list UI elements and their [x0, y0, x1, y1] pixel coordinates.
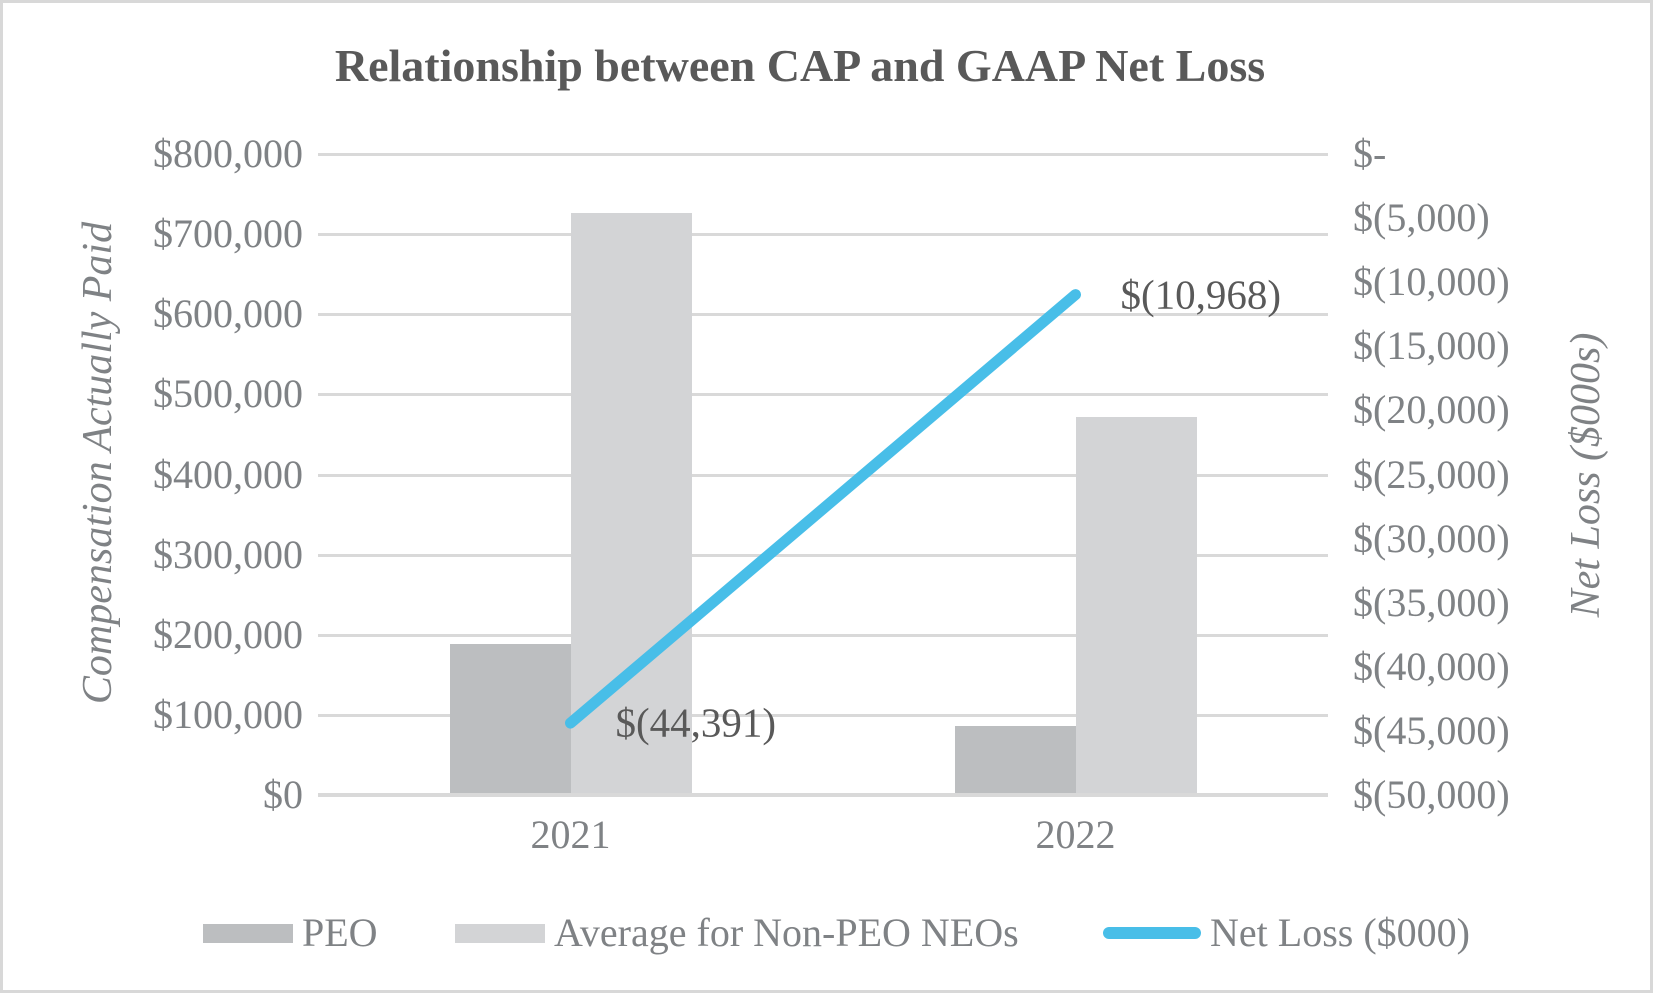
right-axis-tick: $(40,000)	[1353, 643, 1510, 689]
right-axis-tick: $(50,000)	[1353, 772, 1510, 817]
legend-item-net-loss: Net Loss ($000)	[1103, 911, 1470, 955]
plot-area	[318, 153, 1328, 797]
legend-swatch-nonpeo	[455, 923, 545, 943]
bar-peo-2021	[449, 644, 571, 795]
left-axis-tick: $100,000	[153, 691, 303, 737]
left-axis-tick: $700,000	[153, 211, 303, 257]
left-axis-tick: $200,000	[153, 611, 303, 657]
line-data-label-2022: $(10,968)	[1120, 271, 1282, 318]
legend-item-peo: PEO	[203, 911, 378, 955]
right-axis-tick: $-	[1353, 131, 1387, 176]
bar-peo-2022	[954, 726, 1076, 795]
x-axis-label-2022: 2022	[1035, 812, 1116, 857]
right-axis-tick: $(45,000)	[1353, 707, 1510, 753]
x-axis-line	[318, 793, 1328, 796]
right-axis-tick: $(30,000)	[1353, 515, 1510, 561]
legend-swatch-peo	[203, 923, 293, 943]
left-axis-tick: $500,000	[153, 371, 303, 417]
gridline	[318, 393, 1328, 397]
legend-label-nonpeo: Average for Non-PEO NEOs	[554, 910, 1019, 955]
chart-title: Relationship between CAP and GAAP Net Lo…	[334, 40, 1266, 91]
bar-nonpeo-2022	[1075, 416, 1197, 795]
gridline	[318, 713, 1328, 717]
right-axis-title: Net Loss ($000s)	[1563, 332, 1609, 618]
right-axis-tick: $(35,000)	[1353, 579, 1510, 625]
left-axis-tick: $400,000	[153, 451, 303, 497]
left-axis-tick: $300,000	[153, 531, 303, 577]
right-axis-tick: $(20,000)	[1353, 387, 1510, 433]
legend-label-net-loss: Net Loss ($000)	[1210, 910, 1470, 955]
left-axis-tick: $0	[263, 772, 303, 817]
gridline	[318, 633, 1328, 637]
bar-nonpeo-2021	[570, 213, 692, 795]
line-data-label-2021: $(44,391)	[615, 699, 777, 746]
right-axis-tick: $(5,000)	[1353, 195, 1490, 241]
right-axis-tick: $(15,000)	[1353, 323, 1510, 369]
legend: PEO Average for Non-PEO NEOs Net Loss ($00…	[3, 911, 1650, 955]
left-axis-tick: $800,000	[153, 131, 303, 176]
legend-item-nonpeo: Average for Non-PEO NEOs	[455, 911, 1019, 955]
gridline	[318, 553, 1328, 557]
net-loss-line	[565, 289, 1081, 729]
x-axis-label-2021: 2021	[530, 812, 611, 857]
right-axis-tick: $(10,000)	[1353, 259, 1510, 305]
gridline	[318, 473, 1328, 477]
gridline	[318, 233, 1328, 237]
gridline	[318, 313, 1328, 317]
legend-swatch-net-loss	[1103, 927, 1201, 939]
left-axis-tick: $600,000	[153, 291, 303, 337]
right-axis-tick: $(25,000)	[1353, 451, 1510, 497]
legend-label-peo: PEO	[302, 910, 378, 955]
gridline	[318, 153, 1328, 156]
